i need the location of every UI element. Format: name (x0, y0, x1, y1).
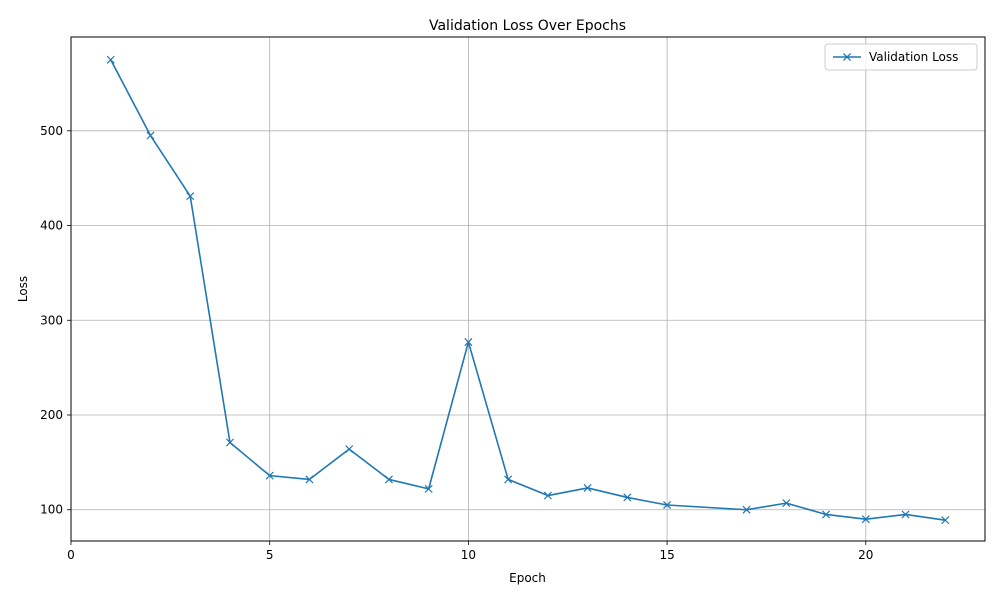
data-point-marker (384, 475, 393, 484)
data-point-marker (901, 510, 910, 519)
x-tick-label: 20 (858, 548, 873, 562)
data-point-marker (106, 55, 115, 64)
data-point-marker (146, 131, 155, 140)
y-tick-label: 200 (40, 408, 63, 422)
data-point-marker (543, 491, 552, 500)
data-point-marker (861, 515, 870, 524)
data-point-marker (504, 475, 513, 484)
x-tick-label: 0 (67, 548, 75, 562)
legend-label: Validation Loss (869, 50, 958, 64)
legend-marker (842, 52, 852, 62)
data-point-marker (345, 445, 354, 454)
x-axis: 0 5 10 15 20 (67, 541, 873, 562)
x-tick-label: 15 (659, 548, 674, 562)
x-tick-label: 5 (266, 548, 274, 562)
data-point-marker (663, 500, 672, 510)
data-point-marker (941, 516, 950, 525)
data-point-marker (583, 483, 592, 492)
y-axis-title: Loss (16, 276, 30, 302)
y-tick-label: 400 (40, 219, 63, 233)
grid-lines (70, 37, 985, 541)
data-point-marker (782, 499, 791, 508)
y-tick-label: 300 (40, 313, 63, 327)
x-tick-label: 10 (461, 548, 476, 562)
data-point-marker (623, 493, 632, 502)
chart-title: Validation Loss Over Epochs (429, 18, 626, 34)
y-tick-label: 100 (40, 503, 63, 517)
data-point-marker (742, 505, 751, 514)
data-point-marker (822, 510, 831, 519)
legend: Validation Loss (824, 43, 978, 71)
data-point-marker (464, 338, 473, 347)
y-tick-label: 500 (40, 124, 63, 138)
data-point-marker (305, 475, 314, 484)
data-point-marker (225, 438, 234, 447)
plot-area-frame (70, 36, 986, 542)
y-axis: 100 200 300 400 500 (40, 124, 71, 517)
x-axis-title: Epoch (509, 571, 546, 585)
legend-box (824, 43, 978, 71)
series-layer (106, 55, 950, 525)
data-point-marker (265, 471, 274, 480)
data-point-marker (186, 192, 195, 201)
data-point-marker (424, 484, 433, 493)
